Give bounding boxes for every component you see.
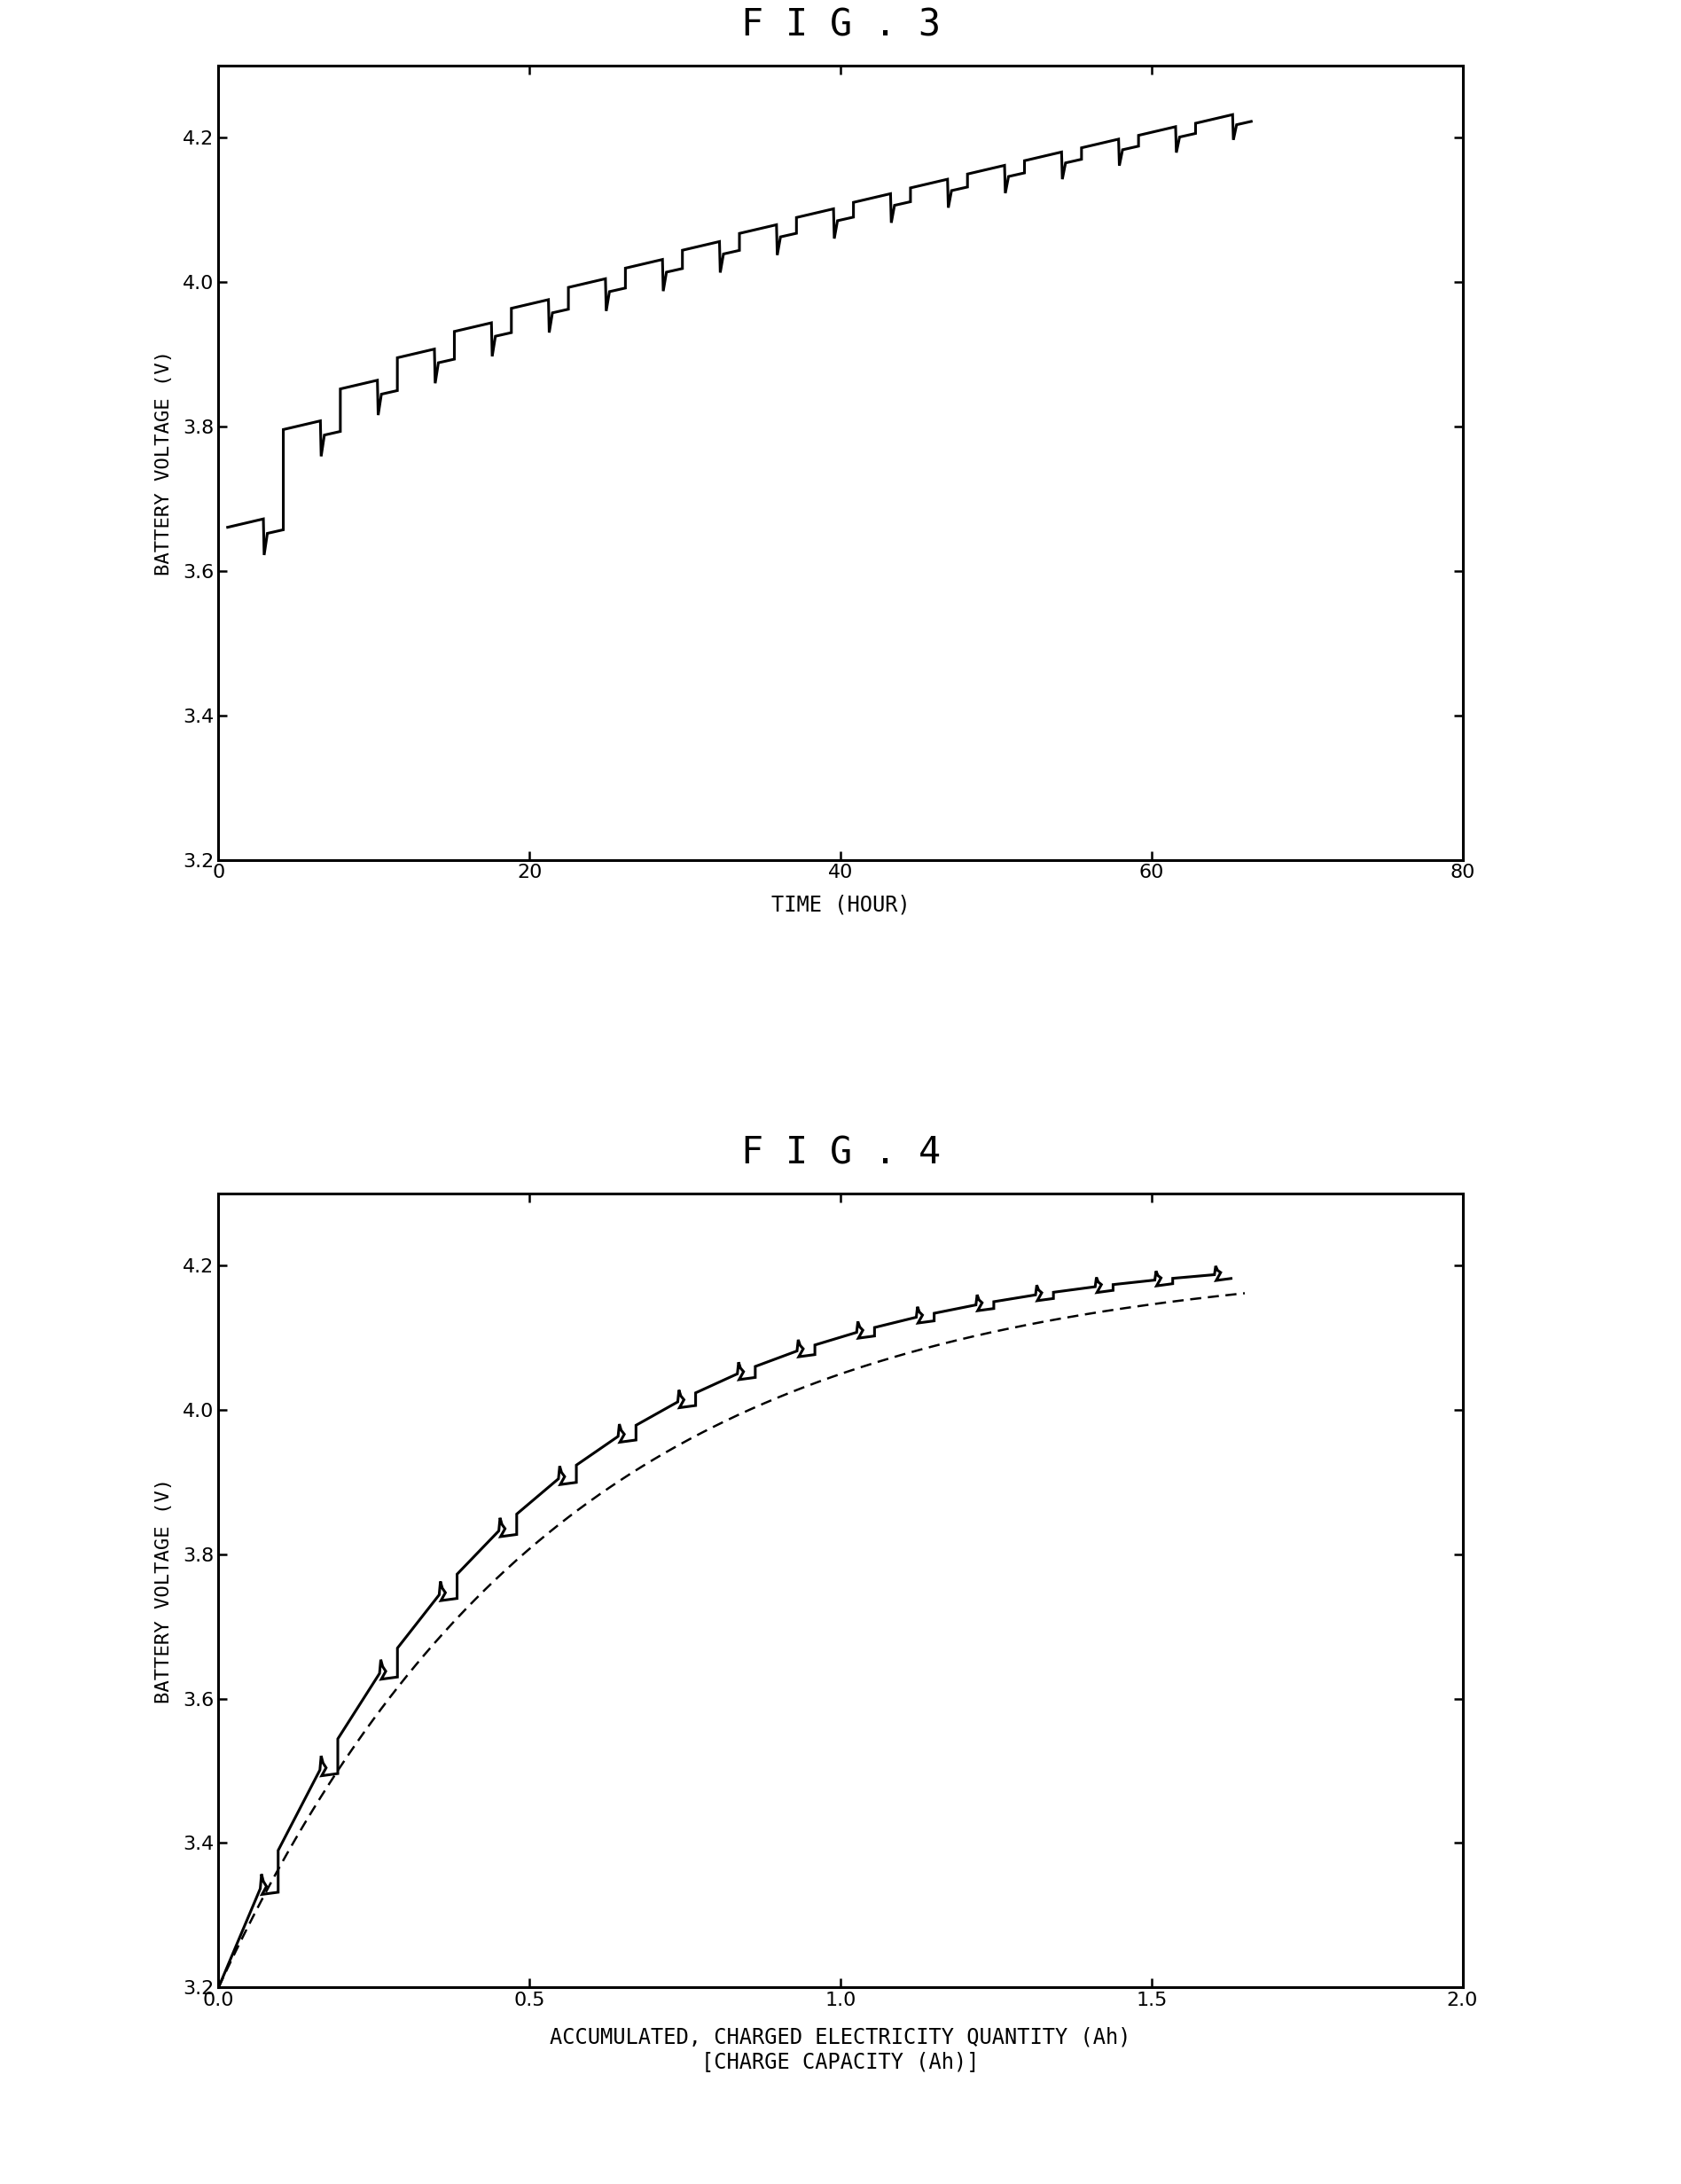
X-axis label: ACCUMULATED, CHARGED ELECTRICITY QUANTITY (Ah)
[CHARGE CAPACITY (Ah)]: ACCUMULATED, CHARGED ELECTRICITY QUANTIT… [550, 2027, 1131, 2073]
Y-axis label: BATTERY VOLTAGE (V): BATTERY VOLTAGE (V) [155, 349, 173, 574]
Title: F I G . 4: F I G . 4 [741, 1133, 940, 1171]
Y-axis label: BATTERY VOLTAGE (V): BATTERY VOLTAGE (V) [155, 1479, 173, 1704]
X-axis label: TIME (HOUR): TIME (HOUR) [772, 893, 909, 915]
Title: F I G . 3: F I G . 3 [741, 7, 940, 44]
